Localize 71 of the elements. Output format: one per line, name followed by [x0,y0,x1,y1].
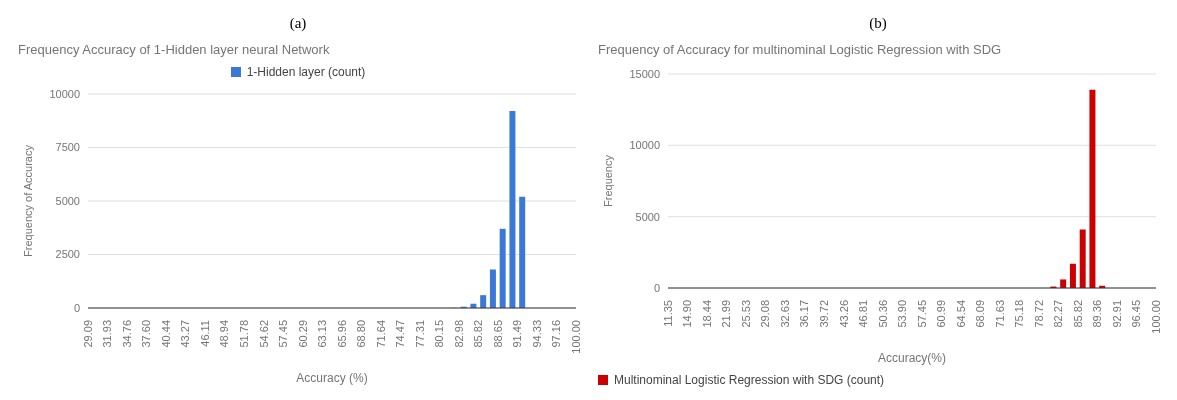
x-tick-label: 68.09 [974,300,987,328]
x-tick-label: 32.63 [778,300,791,328]
y-tick-label: 10000 [49,87,80,100]
y-tick-label: 15000 [629,67,660,80]
x-tick-label: 60.29 [296,320,309,348]
x-tick-label: 94.33 [530,320,543,348]
x-tick-label: 14.90 [681,300,694,328]
x-tick-label: 75.18 [1013,300,1026,328]
y-tick-label: 2500 [55,248,80,261]
text: (b) [869,15,887,31]
y-tick-label: 10000 [629,139,660,152]
x-tick-label: 85.82 [472,320,485,348]
x-tick-label: 92.91 [1110,300,1123,328]
x-tick-label: 57.45 [915,300,928,328]
x-tick-label: 85.82 [1071,300,1084,328]
y-tick-label: 5000 [55,194,80,207]
text: (a) [289,15,307,31]
y-tick-label: 7500 [55,141,80,154]
x-axis-title: Accuracy(%) [877,351,947,365]
y-axis-title: Frequency [601,154,614,207]
x-tick-label: 46.11 [198,320,211,347]
x-tick-label: 48.94 [218,320,231,348]
x-tick-label: 97.16 [550,320,563,348]
x-tick-label: 63.13 [316,320,329,348]
x-tick-label: 21.99 [720,300,733,328]
x-tick-label: 100.00 [1149,300,1162,334]
x-tick-label: 71.64 [374,320,387,348]
x-tick-label: 80.15 [433,320,446,348]
x-tick-label: 100.00 [569,320,582,354]
legend-label: 1-Hidden layer (count) [246,65,366,79]
y-tick-label: 0 [653,281,660,294]
x-tick-label: 89.36 [1091,300,1104,328]
y-axis-title: Frequency of Accuracy [21,144,34,257]
x-tick-label: 88.65 [491,320,504,348]
x-tick-label: 36.17 [798,300,811,328]
x-tick-label: 65.96 [335,320,348,348]
x-tick-label: 74.47 [394,320,407,348]
x-tick-label: 82.98 [452,320,465,348]
x-tick-label: 60.99 [935,300,948,328]
x-tick-label: 50.36 [876,300,889,328]
y-tick-label: 0 [73,301,80,314]
x-tick-label: 46.81 [857,300,870,328]
x-tick-label: 57.45 [277,320,290,348]
x-axis-title: Accuracy (%) [296,371,368,385]
y-tick-label: 5000 [635,210,660,223]
x-tick-label: 29.08 [759,300,772,328]
x-tick-label: 40.44 [159,320,172,348]
legend-label: Multinominal Logistic Regression with SDG (count) [614,373,885,387]
x-tick-label: 91.49 [511,320,524,348]
x-tick-label: 71.63 [993,300,1006,328]
chart-title: Frequency Accuracy of 1-Hidden layer neural Network [17,41,331,59]
x-tick-label: 37.60 [140,320,153,348]
x-tick-label: 82.27 [1052,300,1065,328]
x-tick-label: 29.09 [81,320,94,348]
x-tick-label: 39.72 [818,300,831,328]
x-tick-label: 34.76 [120,320,133,348]
x-tick-label: 25.53 [739,300,752,328]
x-tick-label: 51.78 [238,320,250,348]
x-tick-label: 43.26 [837,300,850,328]
chart-title: Frequency of Accuracy for multinominal Logistic Regression with SDG [597,41,1003,59]
x-tick-label: 18.44 [700,300,713,328]
x-tick-label: 11.35 [661,300,674,327]
x-tick-label: 54.62 [257,320,270,348]
x-tick-label: 78.72 [1032,300,1045,328]
x-tick-label: 31.93 [101,320,114,348]
x-tick-label: 77.31 [413,320,426,348]
x-tick-label: 64.54 [954,300,967,328]
x-tick-label: 53.90 [896,300,909,328]
x-tick-label: 96.45 [1130,300,1143,328]
x-tick-label: 43.27 [179,320,192,348]
x-tick-label: 68.80 [355,320,368,348]
